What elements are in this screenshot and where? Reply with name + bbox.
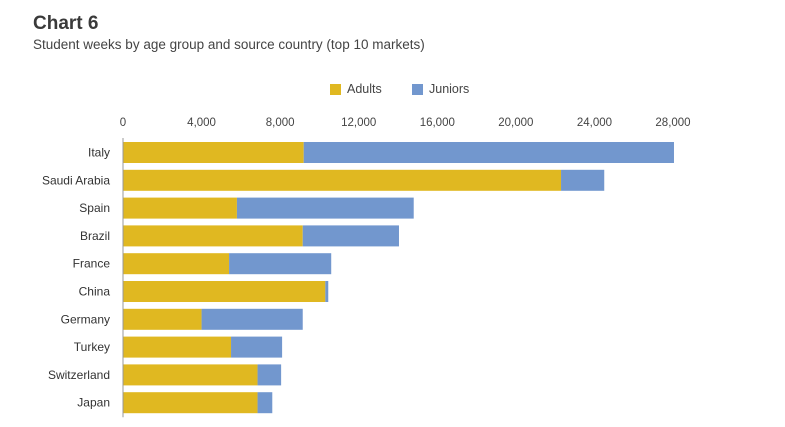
bar-adults	[123, 197, 237, 219]
category-label: Saudi Arabia	[42, 173, 110, 187]
bar-juniors	[257, 364, 282, 386]
x-tick-label: 28,000	[655, 117, 690, 129]
x-tick-label: 20,000	[498, 117, 533, 129]
x-tick-label: 12,000	[341, 117, 376, 129]
legend-label-adults: Adults	[347, 82, 382, 96]
legend-swatch-adults	[330, 83, 341, 95]
category-label: Italy	[88, 146, 110, 160]
bar-juniors	[236, 197, 414, 219]
bar-adults	[123, 253, 230, 275]
bar-juniors	[325, 281, 329, 302]
category-label: Germany	[61, 312, 110, 326]
x-tick-label: 0	[120, 117, 126, 129]
category-label: China	[79, 285, 111, 299]
bar-adults	[123, 364, 258, 386]
bar-adults	[123, 308, 202, 330]
chart-subtitle: Student weeks by age group and source co…	[33, 37, 425, 52]
x-tick-label: 8,000	[266, 117, 295, 129]
bar-juniors	[201, 308, 303, 330]
bar-adults	[123, 392, 258, 414]
bar-juniors	[561, 169, 605, 191]
legend: Adults Juniors	[0, 82, 785, 100]
legend-swatch-juniors	[412, 83, 423, 95]
x-tick-label: 24,000	[577, 117, 612, 129]
legend-item-juniors: Juniors	[412, 82, 469, 96]
bar-juniors	[231, 336, 283, 358]
bar-juniors	[229, 253, 332, 275]
category-label: Brazil	[80, 229, 110, 243]
category-label: France	[73, 257, 111, 271]
bar-adults	[123, 225, 303, 247]
category-label: Turkey	[74, 340, 110, 354]
category-label: Switzerland	[48, 368, 110, 382]
bar-juniors	[302, 225, 399, 247]
bar-adults	[123, 142, 304, 163]
bar-juniors	[257, 392, 273, 414]
category-label: Japan	[77, 396, 110, 410]
x-tick-label: 16,000	[420, 117, 455, 129]
bar-adults	[123, 281, 326, 302]
bar-juniors	[303, 142, 674, 163]
category-label: Spain	[79, 201, 110, 215]
chart-title: Chart 6	[33, 13, 99, 34]
x-tick-label: 4,000	[187, 117, 216, 129]
bar-adults	[123, 336, 232, 358]
bar-adults	[123, 169, 562, 191]
legend-label-juniors: Juniors	[429, 82, 470, 96]
legend-item-adults: Adults	[330, 82, 382, 96]
